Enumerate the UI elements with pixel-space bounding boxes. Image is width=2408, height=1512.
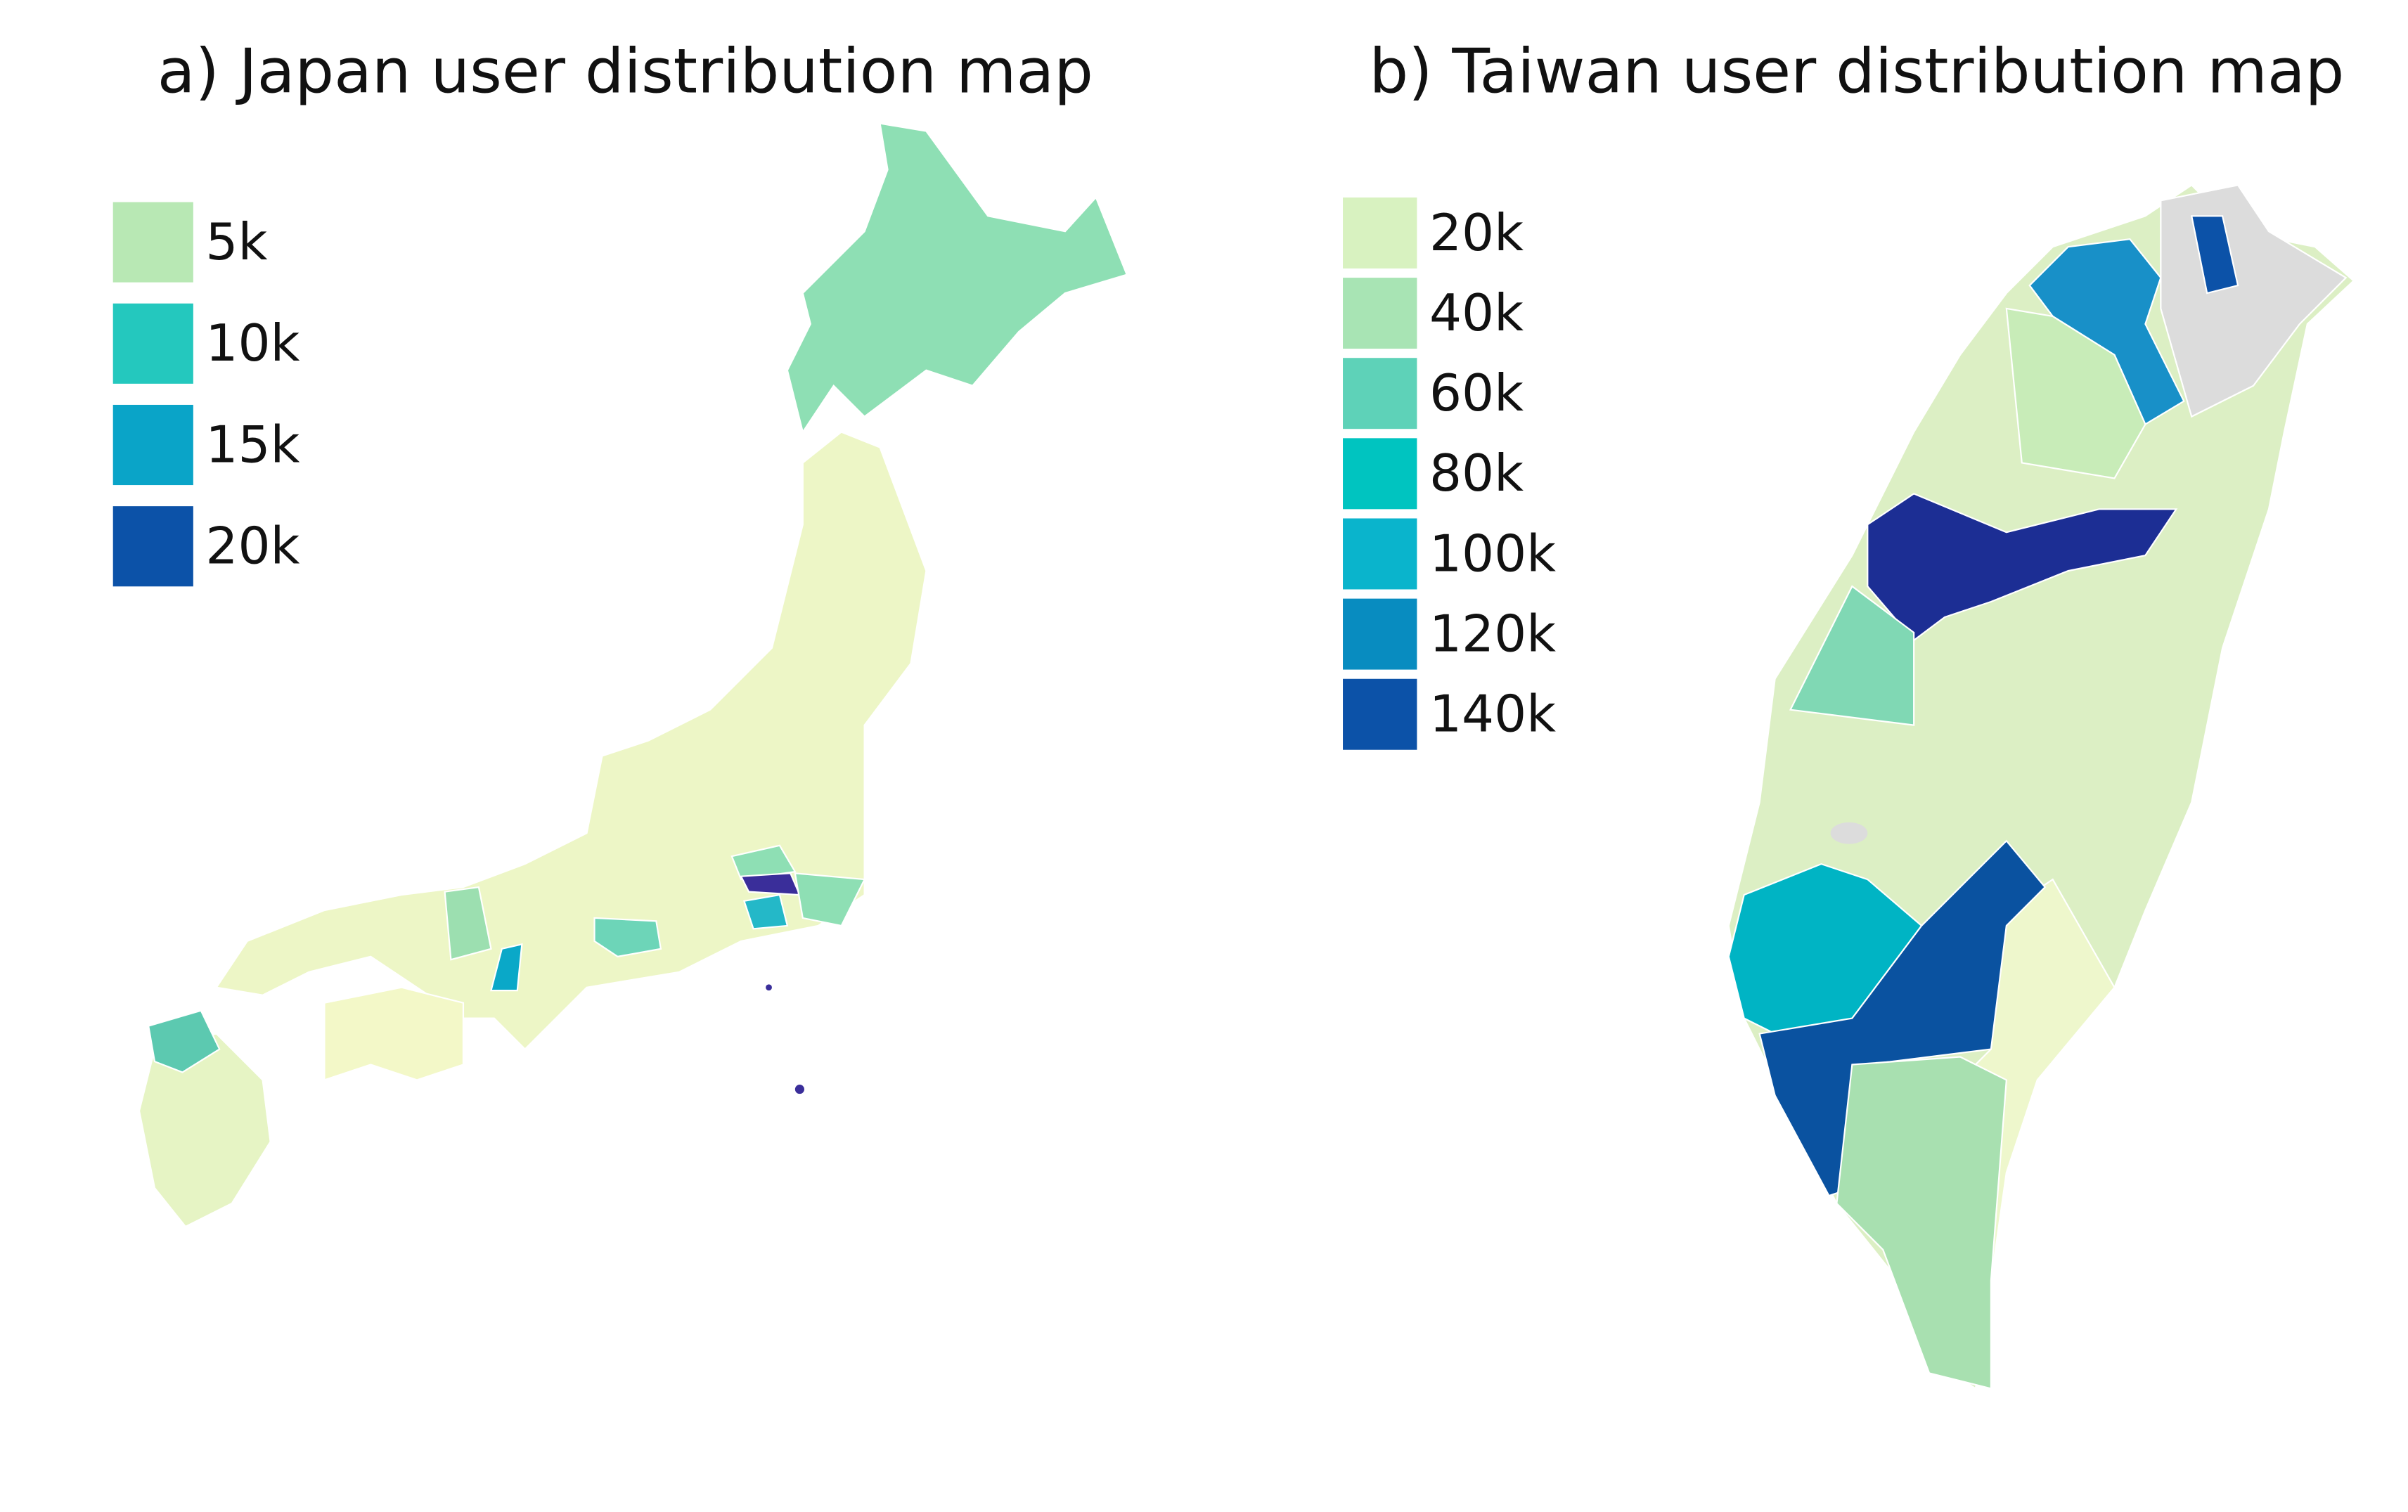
map-title: a) Japan user distribution map [157, 36, 1093, 108]
legend-label: 80k [1429, 444, 1524, 503]
legend-swatch [1343, 518, 1417, 590]
taiwan-map [1727, 183, 2355, 1390]
legend-label: 10k [205, 314, 300, 373]
legend-swatch [1343, 278, 1417, 349]
legend-label: 20k [1429, 204, 1524, 263]
legend-swatch [112, 303, 193, 384]
legend-label: 140k [1429, 685, 1556, 744]
legend-swatch [1343, 598, 1417, 670]
legend-label: 100k [1429, 524, 1556, 583]
legend-label: 15k [205, 415, 300, 474]
legend-label: 5k [205, 213, 267, 272]
legend-swatch [112, 506, 193, 587]
legend-label: 120k [1429, 605, 1556, 664]
legend-swatch [1343, 678, 1417, 750]
japan-map [138, 122, 1128, 1228]
map-title: b) Taiwan user distribution map [1370, 36, 2345, 108]
legend-label: 40k [1429, 284, 1524, 343]
legend-label: 60k [1429, 364, 1524, 423]
legend-swatch [1343, 197, 1417, 269]
legend-swatch [112, 404, 193, 486]
legend-swatch [112, 202, 193, 283]
legend-label: 20k [205, 517, 300, 576]
legend-swatch [1343, 358, 1417, 429]
legend-swatch [1343, 438, 1417, 510]
